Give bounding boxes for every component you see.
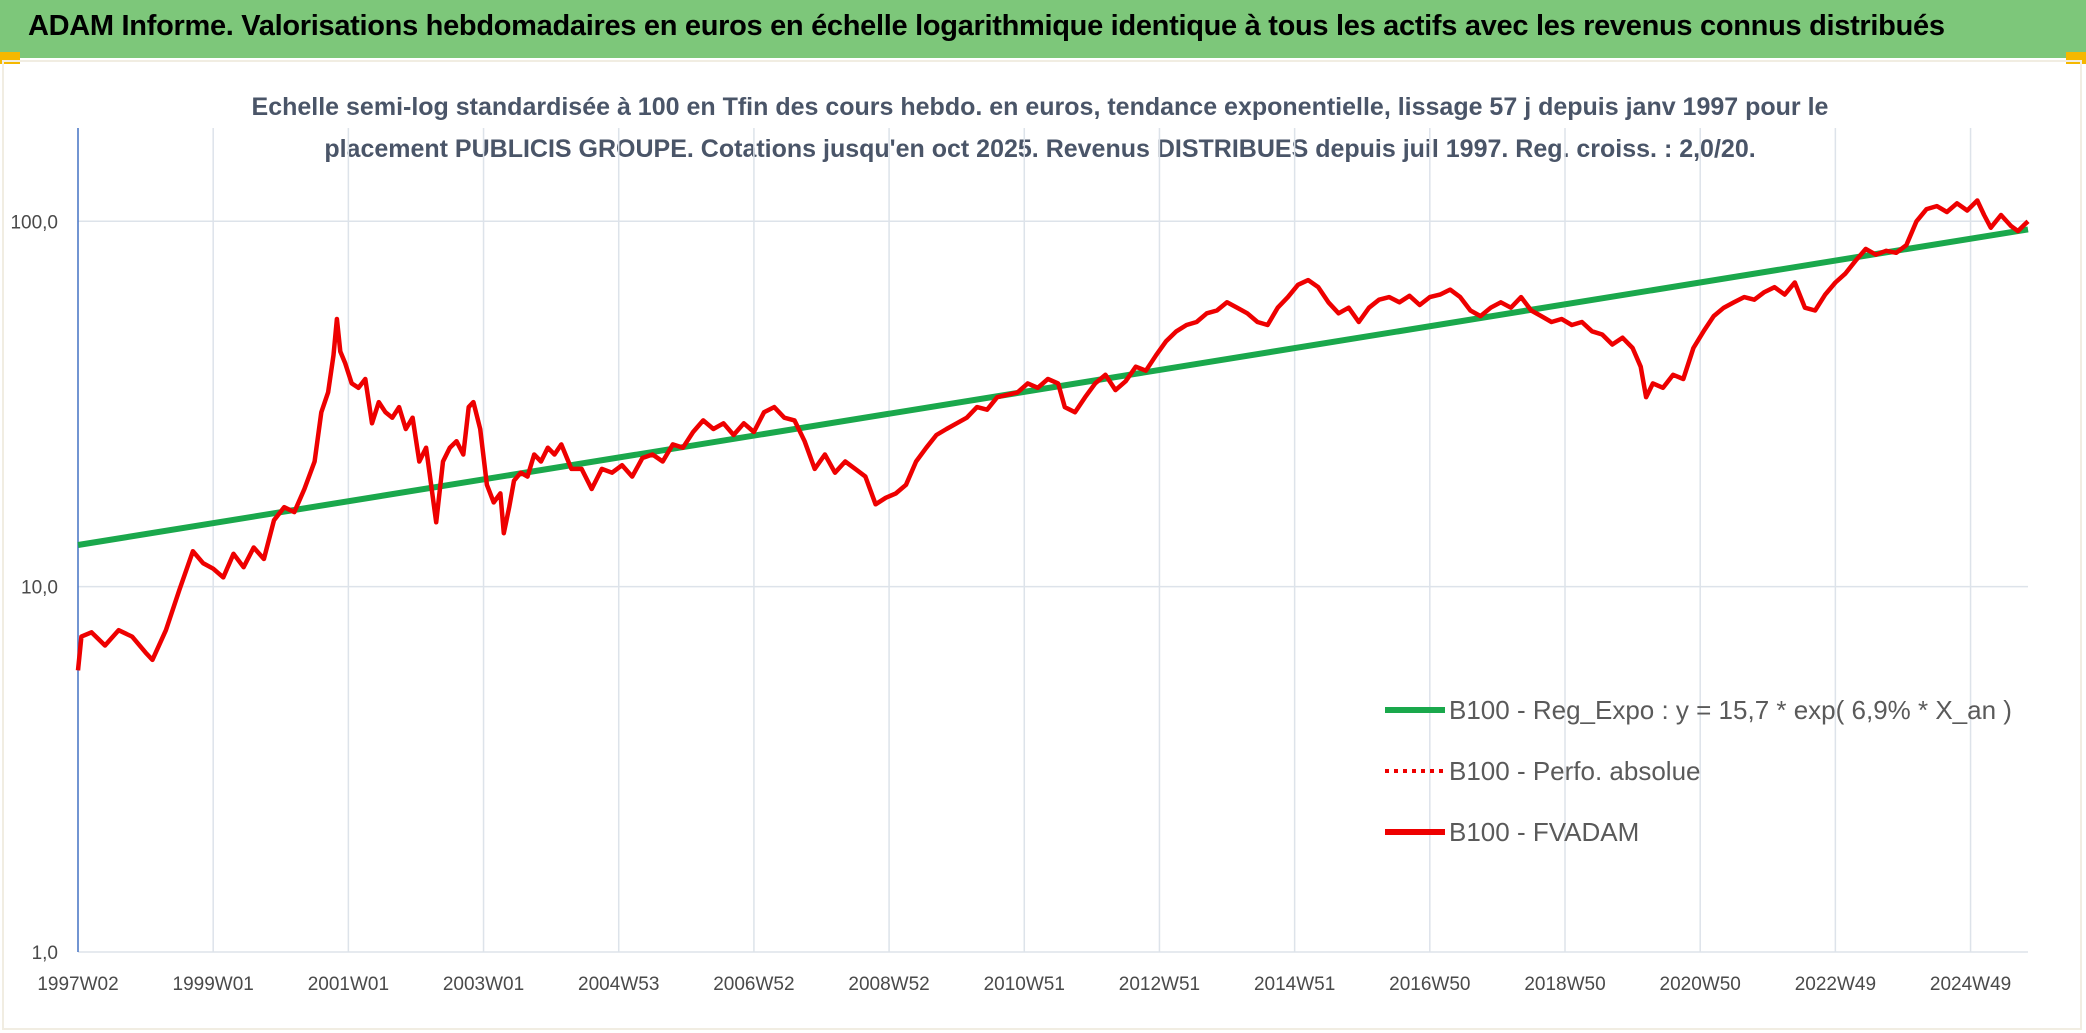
x-tick-label: 2008W52 <box>848 974 929 995</box>
x-axis-ticks: 1997W02 1999W01 2001W01 2003W01 2004W53 2006W… <box>37 974 2011 995</box>
y-axis-ticks: 1,0 10,0 100,0 <box>10 212 58 964</box>
report-title: ADAM Informe. Valorisations hebdomadaire… <box>28 10 1945 42</box>
gridlines <box>78 128 2028 953</box>
chart-subtitle-line-1: Echelle semi-log standardisée à 100 en T… <box>252 93 1829 121</box>
y-tick-label: 100,0 <box>10 212 58 233</box>
x-tick-label: 2020W50 <box>1660 974 1741 995</box>
legend-label-trend: B100 - Reg_Expo : y = 15,7 * exp( 6,9% *… <box>1449 695 2012 725</box>
x-tick-label: 2003W01 <box>443 974 524 995</box>
x-tick-label: 2022W49 <box>1795 974 1876 995</box>
trend-line <box>77 226 2029 548</box>
y-tick-label: 10,0 <box>21 578 58 599</box>
series-lines <box>75 198 2030 671</box>
x-tick-label: 2006W52 <box>713 974 794 995</box>
x-tick-label: 1999W01 <box>173 974 254 995</box>
x-tick-label: 2010W51 <box>984 974 1065 995</box>
x-tick-label: 2014W51 <box>1254 974 1335 995</box>
x-tick-label: 1997W02 <box>37 974 118 995</box>
legend-label-fvadam: B100 - FVADAM <box>1449 817 1639 847</box>
x-tick-label: 2004W53 <box>578 974 659 995</box>
chart-frame <box>2 60 2082 1030</box>
report-banner: ADAM Informe. Valorisations hebdomadaire… <box>0 0 2086 58</box>
legend-label-perfo: B100 - Perfo. absolue <box>1449 756 1701 786</box>
fvadam-line <box>75 198 2030 671</box>
x-tick-label: 2024W49 <box>1930 974 2011 995</box>
x-tick-label: 2001W01 <box>308 974 389 995</box>
y-tick-label: 1,0 <box>32 943 58 964</box>
x-tick-label: 2018W50 <box>1524 974 1605 995</box>
x-tick-label: 2012W51 <box>1119 974 1200 995</box>
x-tick-label: 2016W50 <box>1389 974 1470 995</box>
legend: B100 - Reg_Expo : y = 15,7 * exp( 6,9% *… <box>1385 695 2012 847</box>
chart-subtitle-line-2: placement PUBLICIS GROUPE. Cotations jus… <box>324 135 1755 163</box>
